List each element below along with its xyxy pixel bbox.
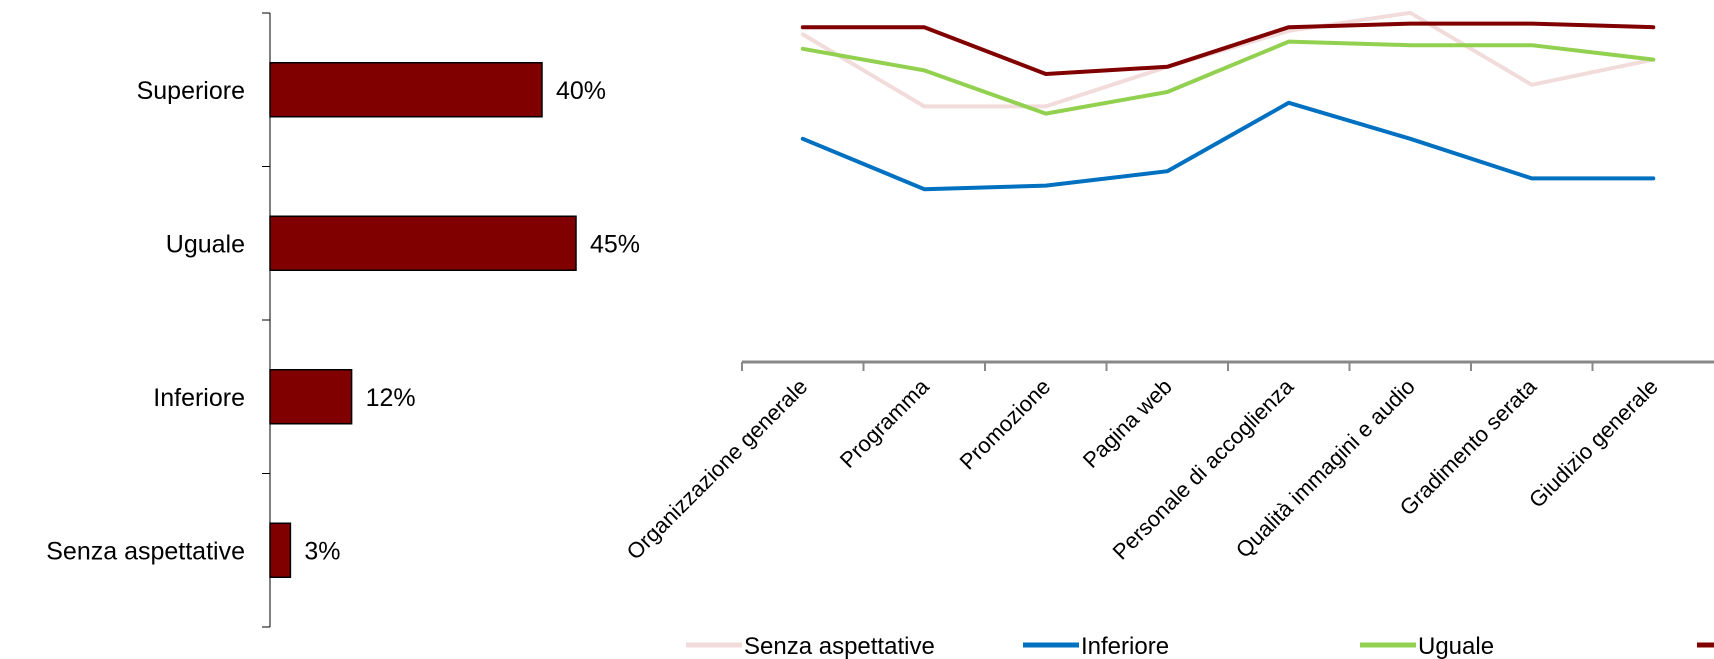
bar-category-label: Inferiore: [153, 384, 245, 412]
bar-chart: Superiore 40% Uguale 45% Inferiore 12% Senza a…: [46, 12, 640, 628]
bar-value-label: 40%: [556, 77, 606, 105]
bar-category-label: Senza aspettative: [46, 537, 245, 565]
legend: Senza aspettativeInferioreUgualeSuperior…: [686, 633, 1714, 659]
series-line-superiore: [800, 21, 1656, 76]
bar-value-label: 3%: [304, 537, 340, 565]
x-tick-label: Gradimento serata: [1395, 373, 1542, 520]
legend-label: Senza aspettative: [744, 633, 935, 659]
series-line-uguale: [800, 39, 1656, 116]
x-tick-label: Programma: [835, 373, 934, 472]
bar-inferiore: [269, 369, 353, 425]
line-chart: Organizzazione generale Programma Promozio…: [622, 10, 1714, 565]
bar-senza-aspettative: [269, 522, 292, 578]
legend-label: Uguale: [1418, 633, 1494, 659]
bar-value-label: 12%: [366, 384, 416, 412]
x-tick-label: Promozione: [955, 374, 1056, 475]
x-tick-label: Pagina web: [1078, 374, 1177, 473]
series-line-senza-aspettative: [800, 10, 1656, 109]
legend-label: Inferiore: [1081, 633, 1169, 659]
bar-category-label: Superiore: [137, 77, 245, 105]
bar-category-label: Uguale: [166, 230, 245, 258]
x-tick-label: Organizzazione generale: [622, 374, 813, 565]
series-line-inferiore: [800, 100, 1656, 192]
bar-value-label: 45%: [590, 230, 640, 258]
bar-uguale: [269, 215, 577, 271]
bar-superiore: [269, 62, 543, 118]
x-tick-label: Giudizio generale: [1524, 374, 1663, 513]
